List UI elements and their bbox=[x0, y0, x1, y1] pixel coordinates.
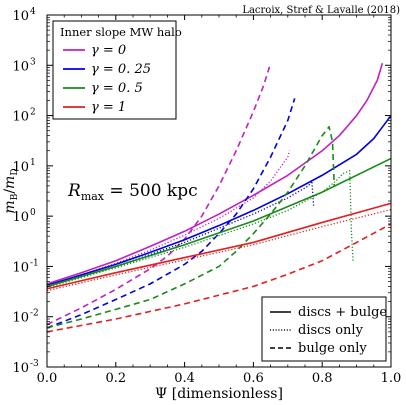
y-tick-label-3: 10 bbox=[12, 210, 29, 225]
style-legend-box bbox=[261, 296, 387, 362]
y-tick-exponent-7: 4 bbox=[30, 7, 36, 17]
series-line-8 bbox=[46, 125, 336, 329]
series-line-0 bbox=[46, 62, 384, 285]
style-legend-label-0: discs + bulge bbox=[298, 305, 387, 320]
x-axis-label: Ψ [dimensionless] bbox=[155, 386, 283, 402]
y-tick-exponent-1: -2 bbox=[30, 309, 39, 319]
y-tick-label-6: 10 bbox=[12, 59, 29, 74]
y-tick-label-7: 10 bbox=[12, 9, 29, 24]
legend-layer: Inner slope MW halo γ = 0 γ = 0. 25 γ = 0. … bbox=[52, 20, 387, 362]
series-line-9 bbox=[46, 202, 392, 290]
y-tick-exponent-6: 3 bbox=[30, 57, 36, 67]
style-legend-label-1: discs only bbox=[298, 323, 364, 338]
series-line-5 bbox=[46, 98, 296, 329]
series-line-1 bbox=[46, 150, 291, 286]
series-line-3 bbox=[46, 115, 392, 287]
x-tick-label-4: 0.8 bbox=[312, 371, 333, 386]
y-tick-exponent-5: 2 bbox=[30, 108, 36, 118]
y-tick-exponent-2: -1 bbox=[30, 258, 39, 268]
color-legend-label-2: γ = 0. 5 bbox=[91, 81, 143, 96]
rmax-annotation: Rmax = 500 kpc bbox=[67, 181, 198, 203]
plot-area: 0.0 0.2 0.4 0.6 0.8 1.010 -310 -210 -110 010 110 21… bbox=[12, 7, 401, 386]
color-legend-box bbox=[52, 20, 177, 120]
y-axis-label: mB/mD bbox=[2, 168, 20, 213]
x-tick-label-3: 0.6 bbox=[243, 371, 264, 386]
color-legend-title: Inner slope MW halo bbox=[60, 25, 182, 39]
series-line-11 bbox=[46, 223, 392, 333]
annotation-layer: Rmax = 500 kpc bbox=[67, 181, 198, 203]
y-tick-exponent-0: -3 bbox=[30, 359, 39, 369]
x-tick-label-0: 0.0 bbox=[37, 371, 58, 386]
y-tick-label-2: 10 bbox=[12, 260, 29, 275]
color-legend-label-0: γ = 0 bbox=[91, 43, 126, 58]
style-legend-label-2: bulge only bbox=[298, 341, 367, 356]
x-tick-label-1: 0.2 bbox=[105, 371, 126, 386]
y-tick-label-5: 10 bbox=[12, 110, 29, 125]
color-legend-label-3: γ = 1 bbox=[91, 100, 126, 115]
color-legend-label-1: γ = 0. 25 bbox=[91, 62, 151, 77]
y-tick-exponent-4: 1 bbox=[30, 158, 36, 168]
series-line-7 bbox=[46, 170, 354, 289]
y-tick-label-1: 10 bbox=[12, 311, 29, 326]
y-tick-label-0: 10 bbox=[12, 361, 29, 376]
series-line-2 bbox=[46, 62, 272, 326]
series-line-10 bbox=[46, 208, 392, 292]
y-axis-label-group: mB/mD bbox=[2, 168, 20, 213]
x-tick-label-2: 0.4 bbox=[174, 371, 195, 386]
chart-credit: Lacroix, Stref & Lavalle (2018) bbox=[242, 5, 400, 16]
y-tick-label-4: 10 bbox=[12, 160, 29, 175]
y-tick-exponent-3: 0 bbox=[30, 208, 36, 218]
x-tick-label-5: 1.0 bbox=[381, 371, 402, 386]
series-line-6 bbox=[46, 157, 392, 288]
